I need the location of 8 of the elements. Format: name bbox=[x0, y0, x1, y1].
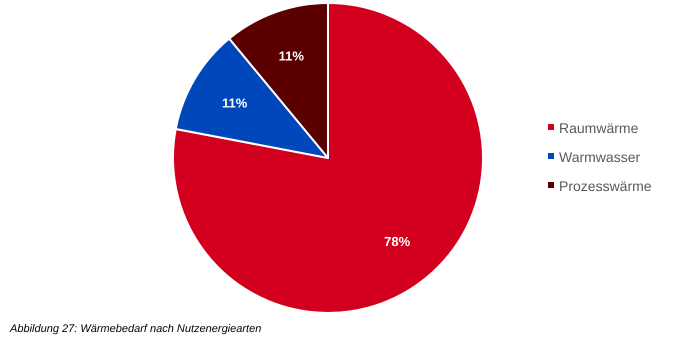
legend-label: Raumwärme bbox=[559, 120, 639, 136]
legend-label: Prozesswärme bbox=[559, 178, 652, 194]
legend-label: Warmwasser bbox=[559, 149, 640, 165]
pie-slice bbox=[172, 2, 484, 314]
data-label: 78% bbox=[384, 234, 411, 250]
data-label: 11% bbox=[222, 95, 248, 110]
data-label: 11% bbox=[278, 48, 304, 64]
text: Abbildung 27: Wärmebedarf nach Nutzenergiearten bbox=[9, 323, 262, 335]
